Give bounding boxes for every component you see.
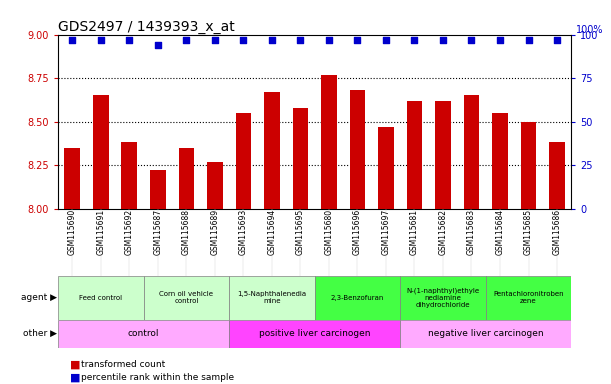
Bar <box>65 147 80 209</box>
Bar <box>315 276 400 320</box>
Bar <box>486 276 571 320</box>
Bar <box>464 96 480 209</box>
Bar <box>492 113 508 209</box>
Text: GSM115695: GSM115695 <box>296 209 305 255</box>
Text: percentile rank within the sample: percentile rank within the sample <box>81 373 235 382</box>
Text: GSM115685: GSM115685 <box>524 209 533 255</box>
Bar <box>122 142 137 209</box>
Text: GSM115683: GSM115683 <box>467 209 476 255</box>
Point <box>238 37 248 43</box>
Bar <box>521 121 536 209</box>
Text: GSM115688: GSM115688 <box>182 209 191 255</box>
Bar <box>264 92 280 209</box>
Point <box>495 37 505 43</box>
Text: GDS2497 / 1439393_x_at: GDS2497 / 1439393_x_at <box>58 20 235 33</box>
Bar <box>150 170 166 209</box>
Bar <box>58 276 144 320</box>
Text: other ▶: other ▶ <box>23 329 57 338</box>
Text: GSM115692: GSM115692 <box>125 209 134 255</box>
Bar <box>236 113 251 209</box>
Bar <box>321 74 337 209</box>
Bar <box>400 320 571 348</box>
Bar <box>549 142 565 209</box>
Text: GSM115686: GSM115686 <box>552 209 562 255</box>
Text: GSM115681: GSM115681 <box>410 209 419 255</box>
Bar <box>93 96 109 209</box>
Bar <box>293 108 309 209</box>
Text: 1,5-Naphthalenedia
mine: 1,5-Naphthalenedia mine <box>237 291 307 304</box>
Text: positive liver carcinogen: positive liver carcinogen <box>259 329 370 338</box>
Point <box>324 37 334 43</box>
Text: GSM115694: GSM115694 <box>268 209 276 255</box>
Text: control: control <box>128 329 159 338</box>
Text: ■: ■ <box>70 360 84 370</box>
Text: agent ▶: agent ▶ <box>21 293 57 302</box>
Text: 100%: 100% <box>576 25 604 35</box>
Bar <box>207 162 223 209</box>
Point <box>153 42 163 48</box>
Bar <box>144 276 229 320</box>
Point <box>524 37 533 43</box>
Text: GSM115690: GSM115690 <box>68 209 77 255</box>
Point <box>96 37 106 43</box>
Bar <box>349 90 365 209</box>
Text: 2,3-Benzofuran: 2,3-Benzofuran <box>331 295 384 301</box>
Text: GSM115691: GSM115691 <box>97 209 105 255</box>
Bar <box>407 101 422 209</box>
Text: GSM115680: GSM115680 <box>324 209 334 255</box>
Point <box>409 37 419 43</box>
Point <box>552 37 562 43</box>
Point <box>125 37 134 43</box>
Text: GSM115696: GSM115696 <box>353 209 362 255</box>
Bar <box>58 320 229 348</box>
Bar <box>378 127 394 209</box>
Point <box>381 37 391 43</box>
Bar <box>229 276 315 320</box>
Bar <box>178 147 194 209</box>
Bar <box>400 276 486 320</box>
Point <box>467 37 477 43</box>
Text: negative liver carcinogen: negative liver carcinogen <box>428 329 544 338</box>
Text: transformed count: transformed count <box>81 361 166 369</box>
Point <box>438 37 448 43</box>
Point <box>210 37 220 43</box>
Bar <box>229 320 400 348</box>
Text: Corn oil vehicle
control: Corn oil vehicle control <box>159 291 213 304</box>
Point <box>67 37 77 43</box>
Text: GSM115687: GSM115687 <box>153 209 163 255</box>
Text: GSM115682: GSM115682 <box>439 209 447 255</box>
Point <box>296 37 306 43</box>
Point <box>267 37 277 43</box>
Text: GSM115697: GSM115697 <box>381 209 390 255</box>
Point <box>181 37 191 43</box>
Text: GSM115684: GSM115684 <box>496 209 505 255</box>
Text: GSM115693: GSM115693 <box>239 209 248 255</box>
Text: Pentachloronitroben
zene: Pentachloronitroben zene <box>493 291 564 304</box>
Text: GSM115689: GSM115689 <box>210 209 219 255</box>
Text: N-(1-naphthyl)ethyle
nediamine
dihydrochloride: N-(1-naphthyl)ethyle nediamine dihydroch… <box>406 288 480 308</box>
Text: Feed control: Feed control <box>79 295 122 301</box>
Bar <box>435 101 451 209</box>
Text: ■: ■ <box>70 372 84 382</box>
Point <box>353 37 362 43</box>
